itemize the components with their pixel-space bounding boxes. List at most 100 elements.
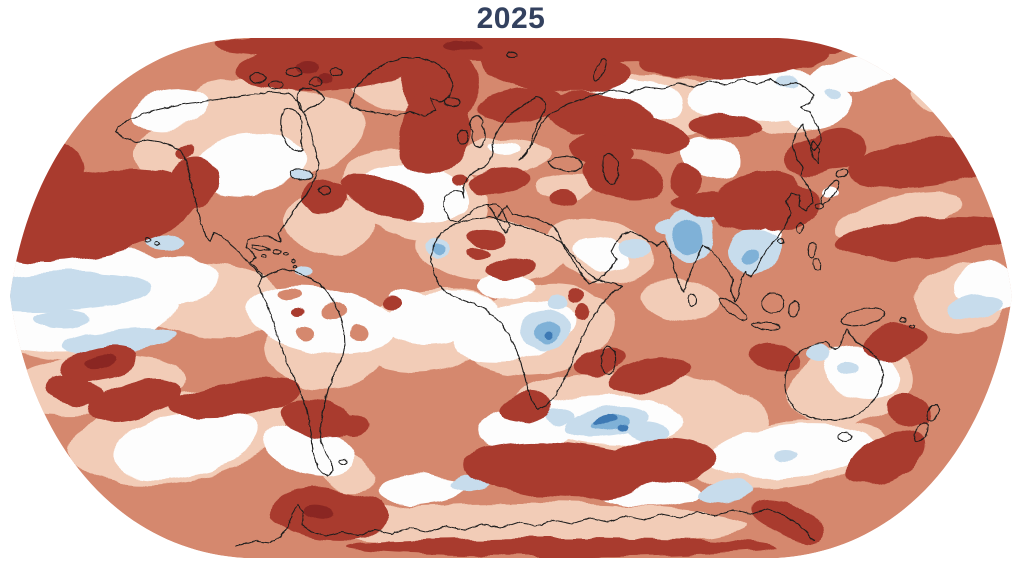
warm-blob-strong xyxy=(466,247,490,259)
warm-blob-strong xyxy=(884,392,932,428)
coastline-solomon-island xyxy=(908,324,916,330)
coastline-hawaii-island xyxy=(144,237,152,243)
warm-blob-strong xyxy=(800,38,860,52)
coastline-taiwan xyxy=(795,222,805,234)
coastline-new-guinea xyxy=(840,307,886,327)
warm-blob-faint xyxy=(537,173,593,197)
warm-blob-strong xyxy=(167,377,303,419)
coastline-puerto-rico xyxy=(282,251,290,257)
warm-blob-faint xyxy=(910,50,1010,120)
warm-blob-strong xyxy=(478,87,562,123)
warm-blob-strong xyxy=(576,349,624,375)
coastline-north-america xyxy=(115,91,320,279)
warm-blob-strong xyxy=(175,144,195,160)
coastline-layer xyxy=(115,51,940,547)
neutral-blob xyxy=(130,89,210,131)
cool-blob xyxy=(823,88,841,98)
coastline-hainan xyxy=(777,237,785,245)
coastline-sulawesi xyxy=(788,300,800,318)
coastline-tasmania xyxy=(837,431,853,443)
warm-blob-strong xyxy=(756,183,820,233)
coastline-philippines-island xyxy=(812,257,822,271)
warm-blob xyxy=(348,325,368,339)
warm-blob-strong xyxy=(690,113,760,139)
cool-blob xyxy=(838,362,858,374)
cool-blob-strong xyxy=(594,417,614,427)
coastline-great-lakes xyxy=(289,168,314,181)
warm-blob-strong xyxy=(845,431,925,485)
coastline-hispaniola xyxy=(272,249,282,255)
coastline-antarctica xyxy=(235,504,815,547)
coastline-arctic-island xyxy=(268,80,284,90)
coastline-africa xyxy=(430,216,623,410)
coastline-black-sea xyxy=(547,156,583,172)
warm-blob-extreme xyxy=(85,355,115,369)
warm-blob-strong xyxy=(10,417,43,453)
warm-blob xyxy=(278,289,302,301)
neutral-blob xyxy=(570,238,630,272)
cool-blob xyxy=(624,421,672,443)
warm-blob-extreme xyxy=(304,504,336,520)
coastline-madagascar xyxy=(600,345,617,375)
warm-blob-strong xyxy=(606,357,690,393)
warm-blob-strong xyxy=(235,41,425,91)
warm-blob-strong xyxy=(608,115,692,155)
coastline-novaya-zemlya xyxy=(593,58,607,82)
cool-blob xyxy=(673,218,703,256)
warm-blob-strong xyxy=(751,341,799,373)
coastline-hudson-bay xyxy=(280,108,304,152)
coastline-south-america xyxy=(257,268,346,477)
warm-blob-strong xyxy=(640,38,830,79)
coastline-svalbard xyxy=(506,51,518,59)
coastline-antilles-island xyxy=(290,259,296,263)
warm-blob-strong xyxy=(486,256,538,280)
coastline-eurasia xyxy=(442,78,823,303)
neutral-blob xyxy=(477,275,533,299)
cool-blob xyxy=(34,311,90,329)
coastline-australia xyxy=(784,328,884,421)
warm-blob-strong xyxy=(452,175,468,185)
coastline-sri-lanka xyxy=(687,293,697,307)
warm-blob-strong xyxy=(468,169,532,195)
warm-blob-strong xyxy=(170,156,220,208)
neutral-blob xyxy=(821,187,839,197)
coastline-greenland xyxy=(349,57,454,117)
coastline-jamaica xyxy=(260,253,268,259)
coastline-borneo xyxy=(761,292,785,314)
warm-blob-strong xyxy=(47,375,103,405)
coastline-sakhalin xyxy=(810,140,820,164)
coastline-solomon-island xyxy=(899,317,907,323)
warm-blob-strong xyxy=(566,288,584,302)
coastline-sumatra xyxy=(718,297,748,321)
cool-blob xyxy=(544,407,576,423)
warm-blob-strong xyxy=(810,127,866,173)
cool-blob-strong xyxy=(545,332,553,340)
coastline-hokkaido xyxy=(835,168,849,178)
warm-blob-extreme xyxy=(442,41,482,51)
warm-blob-faint xyxy=(290,503,750,547)
warm-blob-strong xyxy=(670,193,774,217)
coastline-new-zealand-north xyxy=(926,404,940,422)
page-title: 2025 xyxy=(476,2,546,35)
coastline-great-britain xyxy=(469,115,486,148)
warm-blob-strong xyxy=(575,303,589,321)
neutral-blob xyxy=(489,143,521,157)
warm-blob-extreme xyxy=(316,74,334,84)
coastline-iceland xyxy=(443,96,461,108)
coastline-arctic-island xyxy=(329,67,343,77)
warm-blob-strong xyxy=(865,324,925,360)
warm-blob-strong xyxy=(294,308,306,316)
cool-blob-strong xyxy=(614,424,626,432)
cool-blob xyxy=(697,481,753,503)
cool-blob xyxy=(546,295,566,311)
warm-blob-strong xyxy=(340,171,424,221)
cool-blob xyxy=(655,219,679,237)
coastline-arctic-island xyxy=(308,77,324,87)
warm-blob-strong xyxy=(397,84,473,176)
warm-blob-strong xyxy=(345,538,775,556)
warm-blob-strong xyxy=(381,299,399,311)
coastline-new-zealand-south xyxy=(913,422,929,442)
coastline-antilles-island xyxy=(292,265,298,269)
warm-blob-strong xyxy=(499,393,551,423)
